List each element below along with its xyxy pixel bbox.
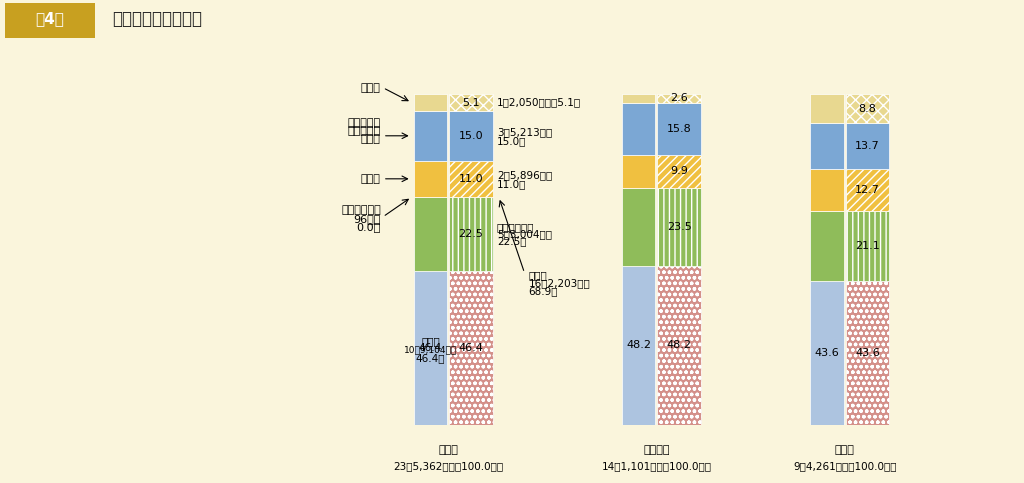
Bar <box>622 103 655 155</box>
Bar <box>622 266 655 425</box>
Bar <box>657 103 701 155</box>
Text: 2兆5,896億円: 2兆5,896億円 <box>497 170 552 181</box>
Text: 5兆3,004億円: 5兆3,004億円 <box>497 229 552 239</box>
Text: 13.7: 13.7 <box>855 141 880 151</box>
Bar <box>810 211 844 281</box>
Text: 共済組合等: 共済組合等 <box>348 126 381 136</box>
Text: 臨時職員給与: 臨時職員給与 <box>341 205 381 215</box>
Bar <box>450 94 493 111</box>
Text: 人件費の項目別内訳: 人件費の項目別内訳 <box>113 10 203 28</box>
Bar <box>657 188 701 266</box>
FancyBboxPatch shape <box>5 3 95 38</box>
Text: 職員給: 職員給 <box>528 270 547 280</box>
Text: 46.4: 46.4 <box>459 343 483 353</box>
Bar <box>810 281 844 425</box>
Text: 68.9％: 68.9％ <box>528 286 558 296</box>
Text: 15.0: 15.0 <box>459 131 483 141</box>
Text: 48.2: 48.2 <box>667 341 691 350</box>
Text: 15.8: 15.8 <box>667 124 691 134</box>
Bar <box>414 271 447 425</box>
Bar <box>450 271 493 425</box>
Text: 46.4％: 46.4％ <box>416 353 445 363</box>
Text: 0.0％: 0.0％ <box>356 222 381 232</box>
Bar <box>846 281 889 425</box>
Bar <box>414 197 447 271</box>
Bar <box>414 161 447 197</box>
Bar <box>846 169 889 211</box>
Bar <box>810 169 844 211</box>
Text: 16兆2,203億円: 16兆2,203億円 <box>528 278 590 288</box>
Text: 市町村: 市町村 <box>835 445 855 455</box>
Text: その他: その他 <box>361 83 381 93</box>
Bar <box>657 266 701 425</box>
Text: 21.1: 21.1 <box>855 241 880 251</box>
Text: 22.5％: 22.5％ <box>497 236 526 246</box>
Text: 笥4図: 笥4図 <box>36 12 65 27</box>
Text: 22.5: 22.5 <box>459 229 483 239</box>
Text: 地方公務員: 地方公務員 <box>348 117 381 128</box>
Text: 11.0％: 11.0％ <box>497 179 526 189</box>
Text: 2.6: 2.6 <box>671 93 688 103</box>
Text: 5.1: 5.1 <box>462 98 480 108</box>
Bar <box>846 211 889 281</box>
Text: 10兆9,104億円: 10兆9,104億円 <box>403 345 457 355</box>
Text: 11.0: 11.0 <box>459 174 483 184</box>
Text: 43.6: 43.6 <box>814 348 840 358</box>
Text: 23兆5,362億円（100.0％）: 23兆5,362億円（100.0％） <box>393 461 504 471</box>
Bar <box>810 94 844 123</box>
Bar <box>414 111 447 161</box>
Bar <box>622 155 655 188</box>
Bar <box>622 188 655 266</box>
Bar <box>810 123 844 169</box>
Text: 12.7: 12.7 <box>855 185 880 195</box>
Text: 46.4: 46.4 <box>419 343 442 353</box>
Text: 退職金: 退職金 <box>361 174 381 184</box>
Bar <box>846 94 889 123</box>
Text: 負担金: 負担金 <box>361 134 381 144</box>
Text: 純　計: 純 計 <box>438 445 458 455</box>
Bar <box>657 155 701 188</box>
Text: 都道府県: 都道府県 <box>643 445 670 455</box>
Text: 9.9: 9.9 <box>670 166 688 176</box>
Text: 8.8: 8.8 <box>858 104 877 114</box>
Bar <box>657 94 701 103</box>
Bar <box>414 94 447 111</box>
Text: その他の手当: その他の手当 <box>497 223 535 233</box>
Text: 23.5: 23.5 <box>667 222 691 232</box>
Bar <box>450 111 493 161</box>
Bar <box>450 161 493 197</box>
Text: 1兆2,050億円　5.1％: 1兆2,050億円 5.1％ <box>497 98 581 108</box>
Text: 48.2: 48.2 <box>626 341 651 350</box>
Text: 43.6: 43.6 <box>855 348 880 358</box>
Text: 96億円: 96億円 <box>353 213 381 224</box>
Text: 15.0％: 15.0％ <box>497 136 526 146</box>
Bar <box>846 123 889 169</box>
Bar <box>450 197 493 271</box>
Bar <box>622 94 655 103</box>
Text: 基本給: 基本給 <box>421 337 439 347</box>
Text: 9兆4,261億円（100.0％）: 9兆4,261億円（100.0％） <box>793 461 896 471</box>
Text: 14兆1,101億円（100.0％）: 14兆1,101億円（100.0％） <box>601 461 712 471</box>
Text: 3兆5,213億円: 3兆5,213億円 <box>497 128 552 138</box>
